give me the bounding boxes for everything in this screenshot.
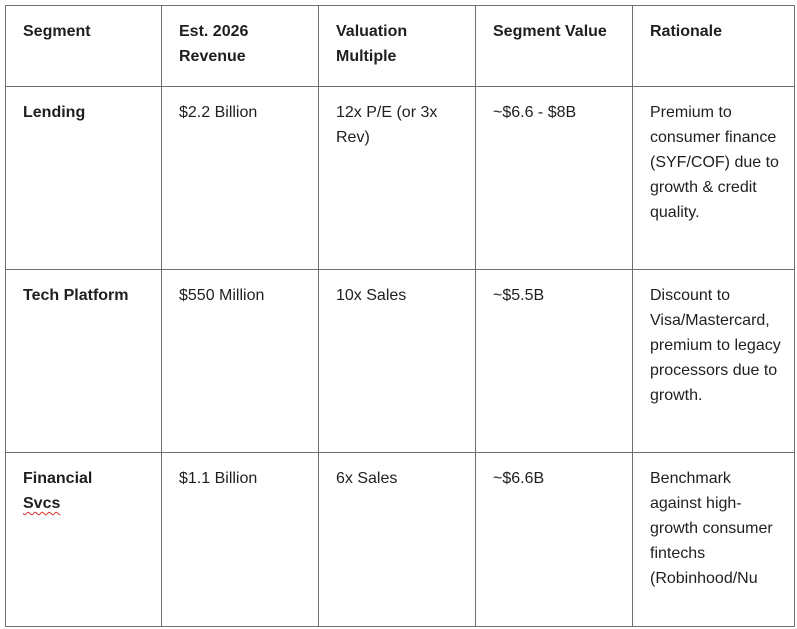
cell-segment-value: ~$6.6B — [475, 452, 633, 627]
cell-revenue: $1.1 Billion — [161, 452, 319, 627]
cell-segment: Tech Platform — [5, 269, 162, 453]
spellcheck-flagged-word: Svcs — [23, 495, 61, 512]
header-segment: Segment — [5, 5, 162, 87]
cell-rationale: Premium to consumer finance (SYF/COF) du… — [632, 86, 795, 270]
header-segment-value: Segment Value — [475, 5, 633, 87]
cell-multiple: 6x Sales — [318, 452, 476, 627]
cell-rationale: Discount to Visa/Mastercard, premium to … — [632, 269, 795, 453]
table-row: Financial Svcs $1.1 Billion 6x Sales ~$6.… — [5, 452, 795, 627]
table-row: Lending $2.2 Billion 12x P/E (or 3x Rev)… — [5, 86, 795, 270]
valuation-table: Segment Est. 2026 Revenue Valuation Mult… — [5, 5, 795, 627]
cell-multiple: 12x P/E (or 3x Rev) — [318, 86, 476, 270]
header-rationale: Rationale — [632, 5, 795, 87]
cell-segment: Lending — [5, 86, 162, 270]
header-multiple: Valuation Multiple — [318, 5, 476, 87]
segment-text: Financial — [23, 470, 93, 487]
cell-revenue: $550 Million — [161, 269, 319, 453]
cell-segment-value: ~$6.6 - $8B — [475, 86, 633, 270]
table-header-row: Segment Est. 2026 Revenue Valuation Mult… — [5, 5, 795, 87]
cell-segment: Financial Svcs — [5, 452, 162, 627]
cell-multiple: 10x Sales — [318, 269, 476, 453]
cell-revenue: $2.2 Billion — [161, 86, 319, 270]
header-revenue: Est. 2026 Revenue — [161, 5, 319, 87]
cell-segment-value: ~$5.5B — [475, 269, 633, 453]
table-row: Tech Platform $550 Million 10x Sales ~$5… — [5, 269, 795, 453]
cell-rationale: Benchmark against high-growth consumer f… — [632, 452, 795, 627]
